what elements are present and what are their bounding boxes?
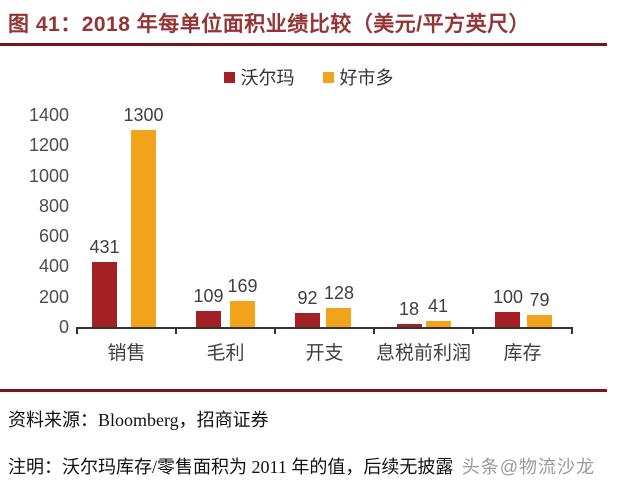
category-labels: 销售 毛利 开支 息税前利润 库存 — [77, 338, 572, 365]
bar-wrap: 79 — [527, 290, 553, 327]
bar-value-label: 41 — [427, 295, 449, 316]
bar-group: 100 79 — [473, 288, 572, 327]
y-axis-tick-label: 400 — [38, 256, 69, 277]
y-axis-tick-label: 1200 — [28, 135, 69, 156]
x-axis-tick — [274, 327, 276, 334]
x-axis-tick — [373, 327, 375, 334]
bar — [131, 130, 157, 327]
bar — [425, 320, 451, 327]
bar-wrap: 109 — [193, 285, 224, 327]
legend-item: 沃尔玛 — [223, 64, 295, 90]
bar-value-label: 79 — [529, 290, 550, 311]
category-label: 息税前利润 — [375, 343, 471, 364]
category-label: 库存 — [503, 343, 542, 364]
bar-value-label: 169 — [227, 276, 258, 297]
bar — [294, 313, 320, 327]
note-line: 注明：沃尔玛库存/零售面积为 2011 年的值，后续无披露 头条@物流沙龙 — [8, 453, 617, 479]
legend-swatch-icon — [223, 71, 235, 83]
bar-wrap: 128 — [324, 284, 354, 327]
legend-label: 沃尔玛 — [240, 68, 295, 88]
bar-wrap: 431 — [89, 236, 120, 327]
y-axis-tick-label: 0 — [58, 317, 69, 337]
bar-value-label: 431 — [89, 236, 120, 257]
legend-swatch-icon — [322, 71, 334, 83]
bar-value-label: 128 — [323, 282, 355, 303]
bar-wrap: 92 — [294, 288, 320, 327]
bar-group: 18 41 — [374, 297, 473, 327]
y-axis-tick-label: 800 — [38, 195, 69, 216]
x-axis-tick — [472, 327, 474, 334]
bar-value-label: 92 — [297, 288, 318, 309]
bar-wrap: 1300 — [124, 106, 164, 327]
y-axis-tick-label: 600 — [38, 226, 69, 247]
legend-item: 好市多 — [322, 64, 394, 90]
bar — [230, 301, 256, 327]
note-text: 注明：沃尔玛库存/零售面积为 2011 年的值，后续无披露 — [8, 457, 454, 477]
bar-group: 431 1300 — [77, 106, 176, 327]
x-axis-tick — [175, 327, 177, 334]
footer-rule-divider — [0, 389, 607, 392]
legend: 沃尔玛 好市多 — [0, 66, 617, 88]
x-axis-tick — [571, 327, 573, 334]
bar-wrap: 169 — [228, 277, 258, 327]
category-label: 毛利 — [206, 343, 245, 364]
legend-label: 好市多 — [339, 68, 394, 88]
bar-chart: 0 200 400 600 800 1000 1200 1400 431 1300 109 169 9… — [0, 88, 617, 365]
bar-value-label: 100 — [492, 286, 524, 307]
bar-wrap: 18 — [396, 299, 422, 327]
bar-value-label: 109 — [193, 285, 224, 306]
bar-value-label: 18 — [398, 299, 420, 320]
bar — [326, 307, 352, 327]
category-label: 销售 — [107, 343, 146, 364]
bar-value-label: 1300 — [123, 105, 164, 126]
title-rule-divider — [0, 43, 607, 46]
source-line: 资料来源：Bloomberg，招商证券 — [8, 410, 269, 430]
plot-area: 431 1300 109 169 92 128 18 41 100 79 销售 毛利 开支 息税前利润库… — [76, 106, 573, 365]
bar — [495, 311, 521, 327]
bar-groups: 431 1300 109 169 92 128 18 41 100 79 — [77, 106, 572, 329]
bar — [195, 310, 221, 327]
y-axis-tick-label: 200 — [38, 286, 69, 307]
watermark-text: 头条@物流沙龙 — [461, 457, 595, 477]
bar-group: 109 169 — [176, 277, 275, 327]
bar — [396, 324, 422, 327]
bar-wrap: 41 — [425, 295, 451, 327]
x-axis-tick — [76, 327, 78, 334]
bar — [91, 261, 117, 327]
bar-group: 92 128 — [275, 284, 374, 327]
figure-title: 图 41：2018 年每单位面积业绩比较（美元/平方英尺） — [8, 13, 531, 36]
category-label: 开支 — [305, 343, 344, 364]
y-axis: 0 200 400 600 800 1000 1200 1400 — [0, 106, 77, 336]
bar-wrap: 100 — [493, 288, 523, 327]
y-axis-tick-label: 1400 — [28, 105, 69, 125]
bar — [527, 315, 553, 327]
y-axis-tick-label: 1000 — [28, 165, 69, 186]
